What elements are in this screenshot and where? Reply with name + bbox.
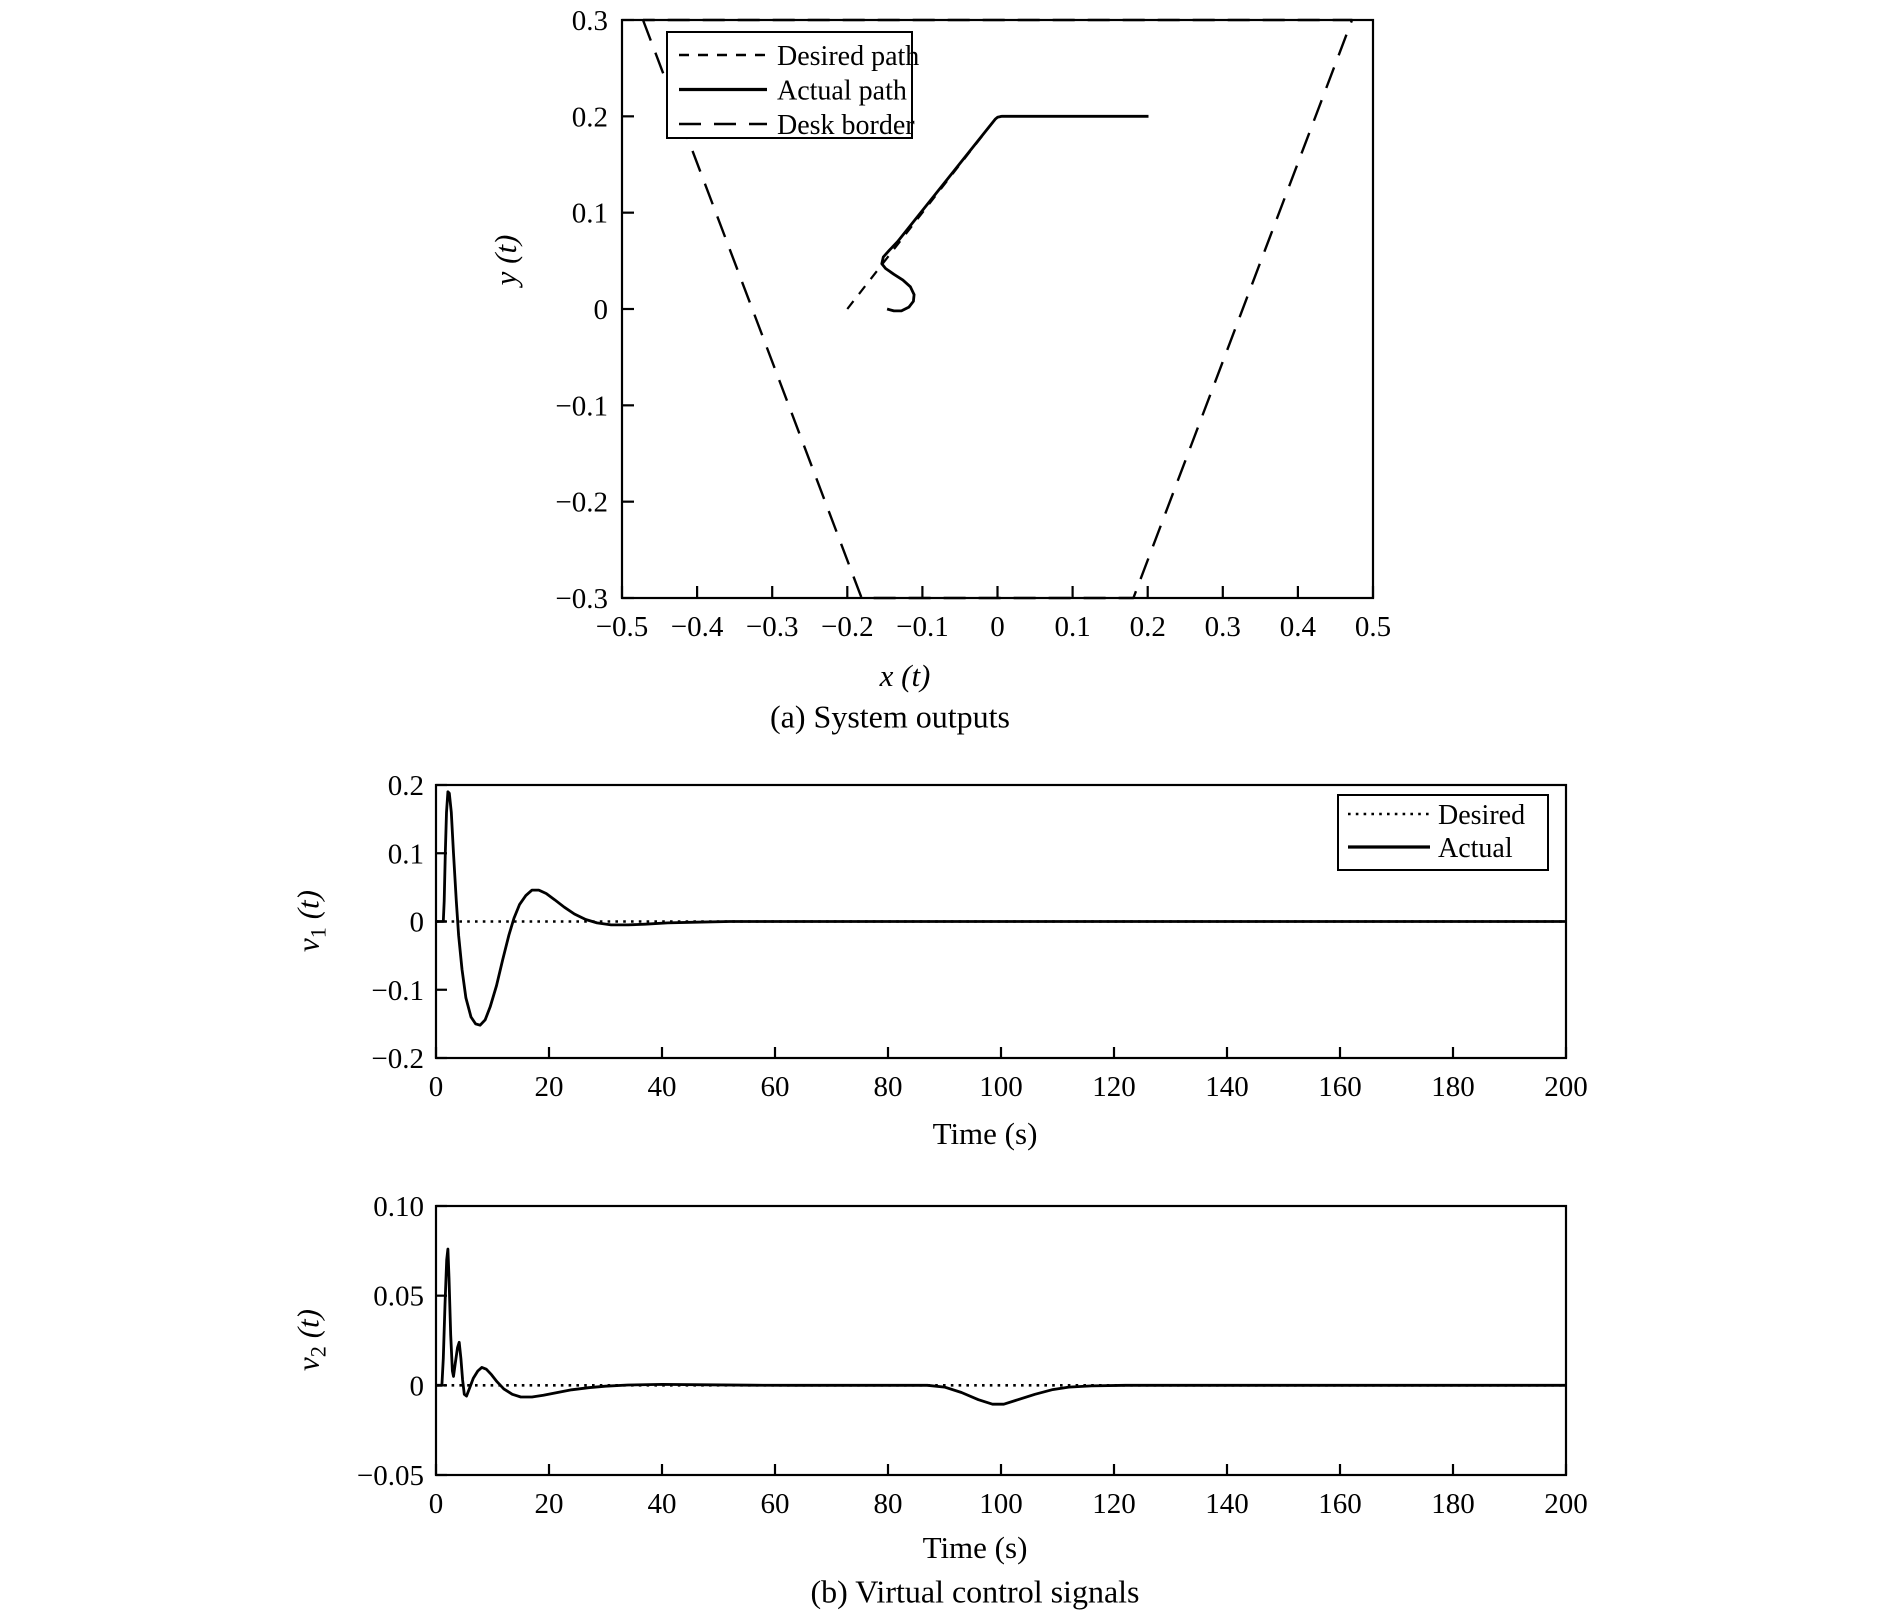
plot-v2-y-axis-label: v2 (t)	[290, 1309, 331, 1371]
plot-a-y-axis-label: y (t)	[488, 234, 523, 286]
plot-a-y-tick-label: 0.2	[572, 101, 608, 133]
plot-a-x-tick-label: 0.1	[1054, 611, 1090, 643]
plot-v2: 0 20 40 60 80 100 120 140 160 180 2000.100.050−0.0…	[357, 1191, 1588, 1520]
plot-v1-legend-label: Actual	[1438, 833, 1513, 864]
plot-v2-y-tick-label: −0.05	[357, 1460, 424, 1492]
plot-a-x-tick-label: −0.4	[671, 611, 724, 643]
plot-a-x-tick-label: 0	[990, 611, 1005, 643]
plot-v2-y-tick-label: 0.10	[373, 1191, 424, 1223]
plot-v1-x-tick-label: 160	[1318, 1071, 1362, 1103]
plot-v1-legend-label: Desired	[1438, 800, 1525, 831]
plot-v1: 0 20 40 60 80 100 120 140 160 180 200 0.2 0.1 0 −0.1 −0…	[371, 770, 1587, 1103]
plot-a-x-tick-label: −0.5	[596, 611, 649, 643]
plot-v1-x-tick-label: 80	[874, 1071, 903, 1103]
actual-line	[436, 790, 1566, 1027]
plot-v1-x-tick-label: 0	[429, 1071, 444, 1103]
plot-v1-x-tick-label: 200	[1544, 1071, 1588, 1103]
plot-v2-frame	[434, 1204, 1568, 1477]
plot-a-x-tick-label: 0.4	[1280, 611, 1317, 643]
plot-v2-x-tick-label: 0	[429, 1488, 444, 1520]
plot-v2-x-tick-label: 180	[1431, 1488, 1475, 1520]
plot-v1-x-tick-label: 140	[1205, 1071, 1249, 1103]
plot-a-x-tick-label: 0.5	[1355, 611, 1391, 643]
plot-a-y-tick-label: −0.1	[555, 390, 608, 422]
plot-a-y-tick-label: 0.1	[572, 198, 608, 230]
plot-a-y-tick-label: −0.3	[555, 583, 608, 615]
plot-v1-legend-box	[1337, 794, 1549, 871]
plot-v2-x-tick-label: 60	[761, 1488, 790, 1520]
plot-v2-x-tick-label: 100	[979, 1488, 1023, 1520]
desired-path-line	[846, 115, 1148, 310]
plot-a: −0.5 −0.4 −0.3 −0.2 −0.1 0 0.1 0.2 0.3 0.4 0.5 0.3 0…	[555, 5, 1391, 643]
actual-line	[436, 1247, 1566, 1406]
plot-a-x-tick-label: 0.2	[1130, 611, 1166, 643]
plot-a-x-tick-label: −0.1	[896, 611, 949, 643]
plot-v1-x-axis-label: Time (s)	[932, 1116, 1038, 1151]
plot-v2-x-tick-label: 200	[1544, 1488, 1588, 1520]
plot-v2-x-tick-label: 20	[535, 1488, 564, 1520]
desk-border-line	[641, 18, 1354, 600]
plot-v2-x-axis-label: Time (s)	[922, 1530, 1028, 1565]
plot-v2-x-tick-label: 140	[1205, 1488, 1249, 1520]
plot-a-x-tick-label: −0.2	[821, 611, 874, 643]
plot-v1-y-tick-label: 0.1	[388, 838, 424, 870]
plot-v1-y-tick-label: −0.1	[371, 975, 424, 1007]
plot-v1-y-tick-label: 0.2	[388, 770, 424, 802]
plot-v1-y-axis-label: v1 (t)	[290, 890, 331, 952]
plot-v1-y-tick-label: 0	[410, 907, 425, 939]
plot-v1-x-tick-label: 20	[535, 1071, 564, 1103]
plot-a-x-axis-label: x (t)	[879, 658, 931, 693]
plot-v2-y-tick-label: 0.05	[373, 1281, 424, 1313]
plot-v2-x-tick-label: 160	[1318, 1488, 1362, 1520]
plot-a-legend-label: Actual path	[777, 76, 907, 107]
plot-v2-y-tick-label: 0	[410, 1370, 425, 1402]
plot-v1-x-tick-label: 40	[648, 1071, 677, 1103]
plot-v1-x-tick-label: 120	[1092, 1071, 1136, 1103]
plot-v1-x-tick-label: 60	[761, 1071, 790, 1103]
plot-a-legend-box	[666, 31, 913, 139]
caption-b: (b) Virtual control signals	[810, 1573, 1140, 1610]
plot-v1-y-tick-label: −0.2	[371, 1043, 424, 1075]
actual-path-line	[880, 114, 1149, 313]
plot-v2-x-tick-label: 120	[1092, 1488, 1136, 1520]
caption-a: (a) System outputs	[770, 698, 1010, 735]
plot-v1-x-tick-label: 180	[1431, 1071, 1475, 1103]
plot-a-legend-label: Desired path	[777, 41, 919, 72]
plot-a-x-tick-label: −0.3	[746, 611, 799, 643]
plot-a-y-tick-label: 0	[594, 294, 609, 326]
plot-a-y-tick-label: −0.2	[555, 487, 608, 519]
plot-v2-x-tick-label: 40	[648, 1488, 677, 1520]
plot-a-y-tick-label: 0.3	[572, 5, 608, 37]
plot-v2-x-tick-label: 80	[874, 1488, 903, 1520]
plot-a-x-tick-label: 0.3	[1205, 611, 1241, 643]
plot-v1-x-tick-label: 100	[979, 1071, 1023, 1103]
plot-a-legend-label: Desk border	[777, 110, 915, 141]
